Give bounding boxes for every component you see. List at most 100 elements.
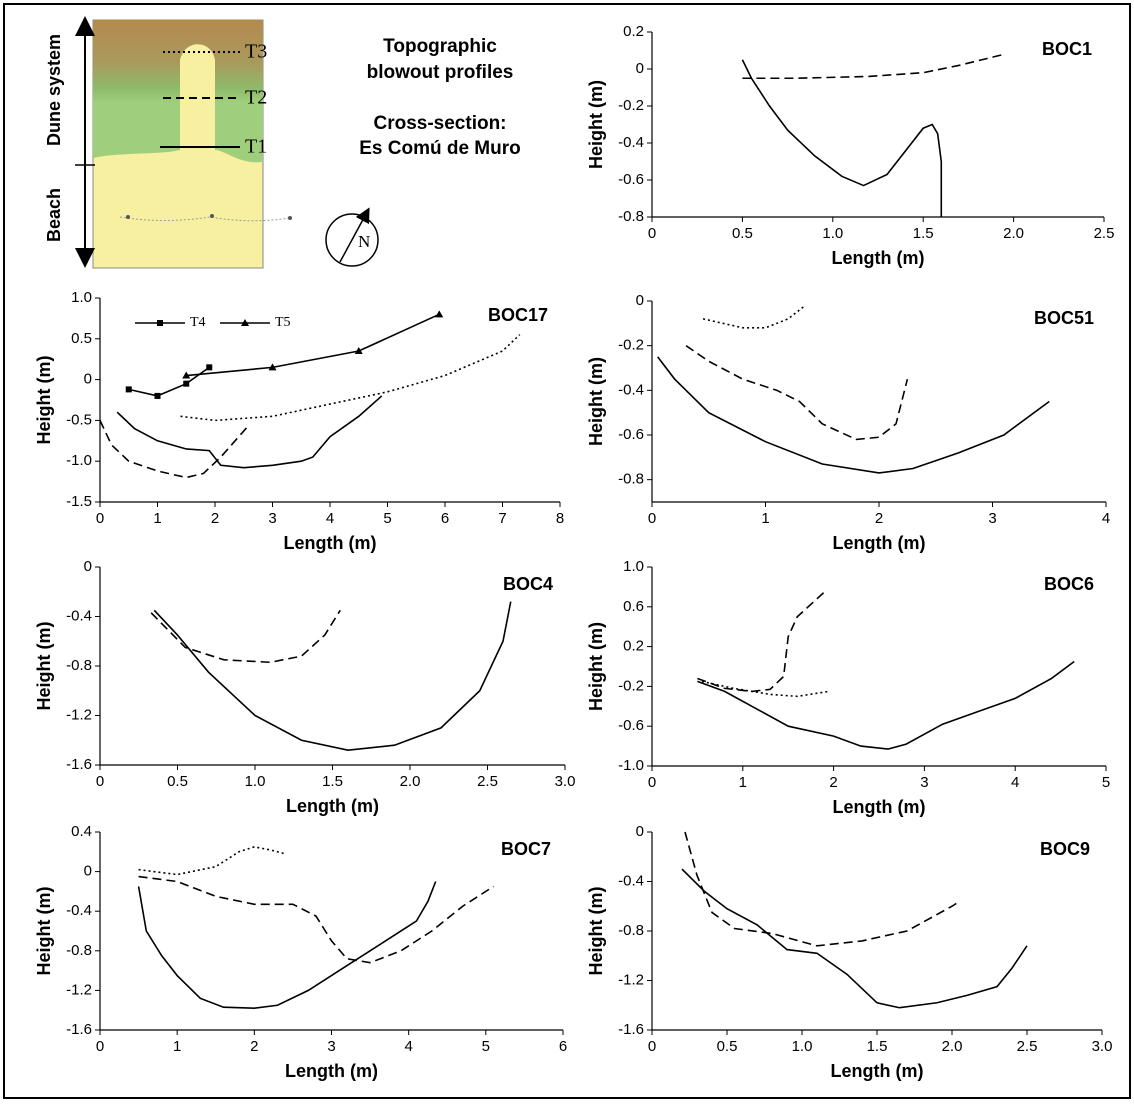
profile-line xyxy=(684,831,960,947)
shoreline xyxy=(119,216,291,222)
profile-line xyxy=(681,868,1028,1009)
y-tick-label: -0.4 xyxy=(618,872,644,889)
compass xyxy=(325,213,379,267)
profile-line xyxy=(116,395,383,469)
x-tick-label: 4 xyxy=(404,1038,412,1055)
x-tick-label: 1.5 xyxy=(913,225,934,242)
y-tick-label: -0.2 xyxy=(618,97,644,114)
schematic-subtitle: Cross-section: xyxy=(373,113,506,134)
y-tick-label: -1.6 xyxy=(66,756,92,773)
y-tick-label: -0.8 xyxy=(66,942,92,959)
y-tick-label: -1.2 xyxy=(66,981,92,998)
y-axis-label: Height (m) xyxy=(34,622,54,711)
x-tick-label: 4 xyxy=(326,510,334,527)
x-tick-label: 5 xyxy=(482,1038,490,1055)
legend-label: T4 xyxy=(190,315,206,330)
chart-title: BOC6 xyxy=(1044,574,1094,594)
x-tick-label: 2.5 xyxy=(1094,225,1115,242)
x-axis-label: Length (m) xyxy=(833,797,926,817)
figure-border xyxy=(3,3,1131,1099)
point-marker xyxy=(268,363,277,371)
zone-label: Beach xyxy=(44,188,64,242)
x-tick-label: 6 xyxy=(441,510,449,527)
point-marker xyxy=(354,347,363,355)
point-marker xyxy=(157,320,163,326)
y-tick-label: 0 xyxy=(84,558,92,575)
x-tick-label: 3.0 xyxy=(555,773,576,790)
chart-title: BOC9 xyxy=(1040,839,1090,859)
x-tick-label: 1 xyxy=(153,510,161,527)
x-tick-label: 2.0 xyxy=(1003,225,1024,242)
chart-title: BOC1 xyxy=(1042,39,1092,59)
chart-panel: -0.8 -0.6 -0.4 -0.2 0 0 1 2 3 4 Length (m) Height (… xyxy=(586,292,1110,553)
point-marker xyxy=(182,371,191,379)
x-tick-label: 0 xyxy=(96,510,104,527)
y-tick-label: -0.6 xyxy=(618,717,644,734)
x-tick-label: 1.0 xyxy=(792,1038,813,1055)
y-axis-label: Height (m) xyxy=(586,887,606,976)
y-axis-label: Height (m) xyxy=(586,622,606,711)
profile-line xyxy=(99,420,251,479)
x-tick-label: 0 xyxy=(648,225,656,242)
x-tick-label: 2 xyxy=(829,774,837,791)
x-tick-label: 2 xyxy=(875,510,883,527)
profile-line xyxy=(697,660,1075,750)
y-axis-label: Height (m) xyxy=(586,357,606,446)
compass-arrow xyxy=(339,207,370,263)
point xyxy=(210,214,214,218)
y-axis-label: Height (m) xyxy=(586,80,606,169)
chart-panel: -1.6 -1.2 -0.8 -0.4 0 0 0.5 1.0 1.5 2.0 2.5 3.0 Leng… xyxy=(34,558,576,816)
x-tick-label: 0.5 xyxy=(167,773,188,790)
y-tick-label: 0 xyxy=(84,371,92,388)
x-tick-label: 5 xyxy=(383,510,391,527)
x-tick-label: 2.5 xyxy=(477,773,498,790)
profile-line xyxy=(138,846,286,876)
schematic-title: Topographic xyxy=(383,36,497,57)
y-tick-label: -0.4 xyxy=(66,607,92,624)
x-tick-label: 1.5 xyxy=(322,773,343,790)
schematic-subtitle: Es Comú de Muro xyxy=(359,138,521,159)
x-tick-label: 4 xyxy=(1102,510,1110,527)
x-tick-label: 1.5 xyxy=(867,1038,888,1055)
profile-line xyxy=(128,366,210,397)
x-tick-label: 3.0 xyxy=(1092,1038,1113,1055)
y-tick-label: -0.8 xyxy=(618,208,644,225)
profile-line xyxy=(153,601,512,751)
profile-line xyxy=(685,345,909,441)
y-tick-label: -1.2 xyxy=(618,971,644,988)
x-tick-label: 0.5 xyxy=(732,225,753,242)
profile-line xyxy=(741,59,943,217)
point-marker xyxy=(241,319,249,326)
transect-label: T1 xyxy=(245,136,267,158)
transect-label: T3 xyxy=(245,41,267,63)
y-tick-label: -1.2 xyxy=(66,706,92,723)
y-tick-label: 0 xyxy=(636,60,644,77)
x-tick-label: 2 xyxy=(211,510,219,527)
y-tick-label: 0.2 xyxy=(623,23,644,40)
y-tick-label: 0.4 xyxy=(71,823,92,840)
x-tick-label: 2 xyxy=(250,1038,258,1055)
y-tick-label: 0.5 xyxy=(71,330,92,347)
y-tick-label: 0.2 xyxy=(623,638,644,655)
y-tick-label: -0.2 xyxy=(618,677,644,694)
x-axis-label: Length (m) xyxy=(831,1061,924,1081)
point-marker xyxy=(435,310,444,318)
profile-line xyxy=(186,313,440,377)
y-tick-label: -0.6 xyxy=(618,426,644,443)
y-tick-label: 1.0 xyxy=(71,289,92,306)
profile-line xyxy=(180,334,521,422)
y-tick-label: -0.8 xyxy=(66,657,92,674)
y-tick-label: -0.5 xyxy=(66,411,92,428)
x-tick-label: 2.0 xyxy=(400,773,421,790)
y-tick-label: 0 xyxy=(636,823,644,840)
profile-line xyxy=(701,680,830,698)
y-tick-label: -1.6 xyxy=(66,1021,92,1038)
point-marker xyxy=(206,364,213,371)
x-tick-label: 3 xyxy=(920,774,928,791)
point xyxy=(126,215,130,219)
x-tick-label: 0 xyxy=(648,774,656,791)
y-tick-label: 0.6 xyxy=(623,598,644,615)
transect-label: T2 xyxy=(245,87,267,109)
y-tick-label: -1.5 xyxy=(66,493,92,510)
